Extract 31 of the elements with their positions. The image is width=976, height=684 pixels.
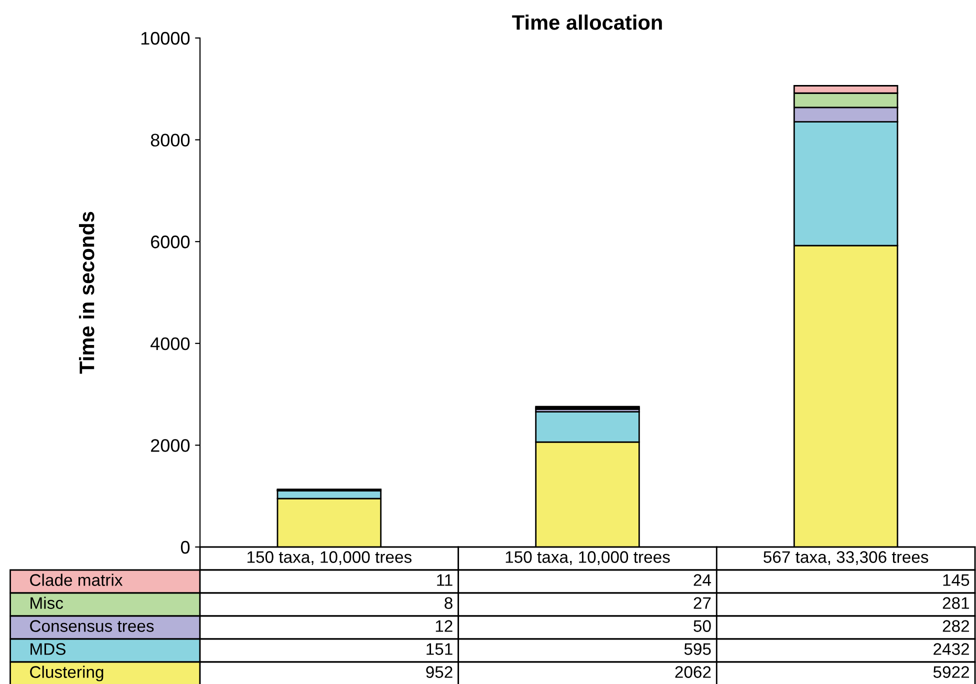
data-label: 145	[943, 574, 970, 586]
text: Clade matrix	[30, 574, 123, 586]
text: MDS	[30, 643, 66, 655]
y-tick-label: 2000	[151, 439, 190, 452]
y-tick-label: 10000	[141, 32, 190, 45]
chart-title: Time allocation	[512, 14, 662, 30]
data-label: 595	[684, 643, 711, 655]
data-label: 12	[436, 620, 452, 632]
y-axis-title: Time in seconds	[78, 212, 94, 374]
text: Misc	[30, 596, 64, 609]
y-tick-label: 6000	[151, 236, 190, 248]
data-label: 2432	[934, 643, 969, 655]
x-tick-label: 150 taxa, 10,000 trees	[248, 551, 412, 565]
data-label: 11	[437, 574, 452, 586]
data-label: 2062	[675, 666, 711, 678]
text: Clustering	[30, 666, 104, 682]
x-tick-label: 150 taxa, 10,000 trees	[506, 551, 670, 565]
y-tick-label: 4000	[150, 337, 190, 350]
text: Consensus trees	[30, 620, 154, 632]
y-tick-label: 8000	[150, 134, 190, 147]
data-label: 24	[694, 574, 712, 586]
data-label: 8	[444, 597, 452, 609]
data-label: 27	[694, 597, 711, 609]
x-tick-label: 567 taxa, 33,306 trees	[764, 551, 928, 565]
y-tick-label: 0	[180, 540, 190, 554]
data-label: 281	[942, 597, 970, 609]
data-label: 151	[426, 643, 452, 655]
data-label: 282	[942, 620, 969, 632]
data-label: 50	[694, 620, 711, 632]
data-label: 5922	[933, 666, 969, 678]
data-label: 952	[426, 666, 452, 678]
